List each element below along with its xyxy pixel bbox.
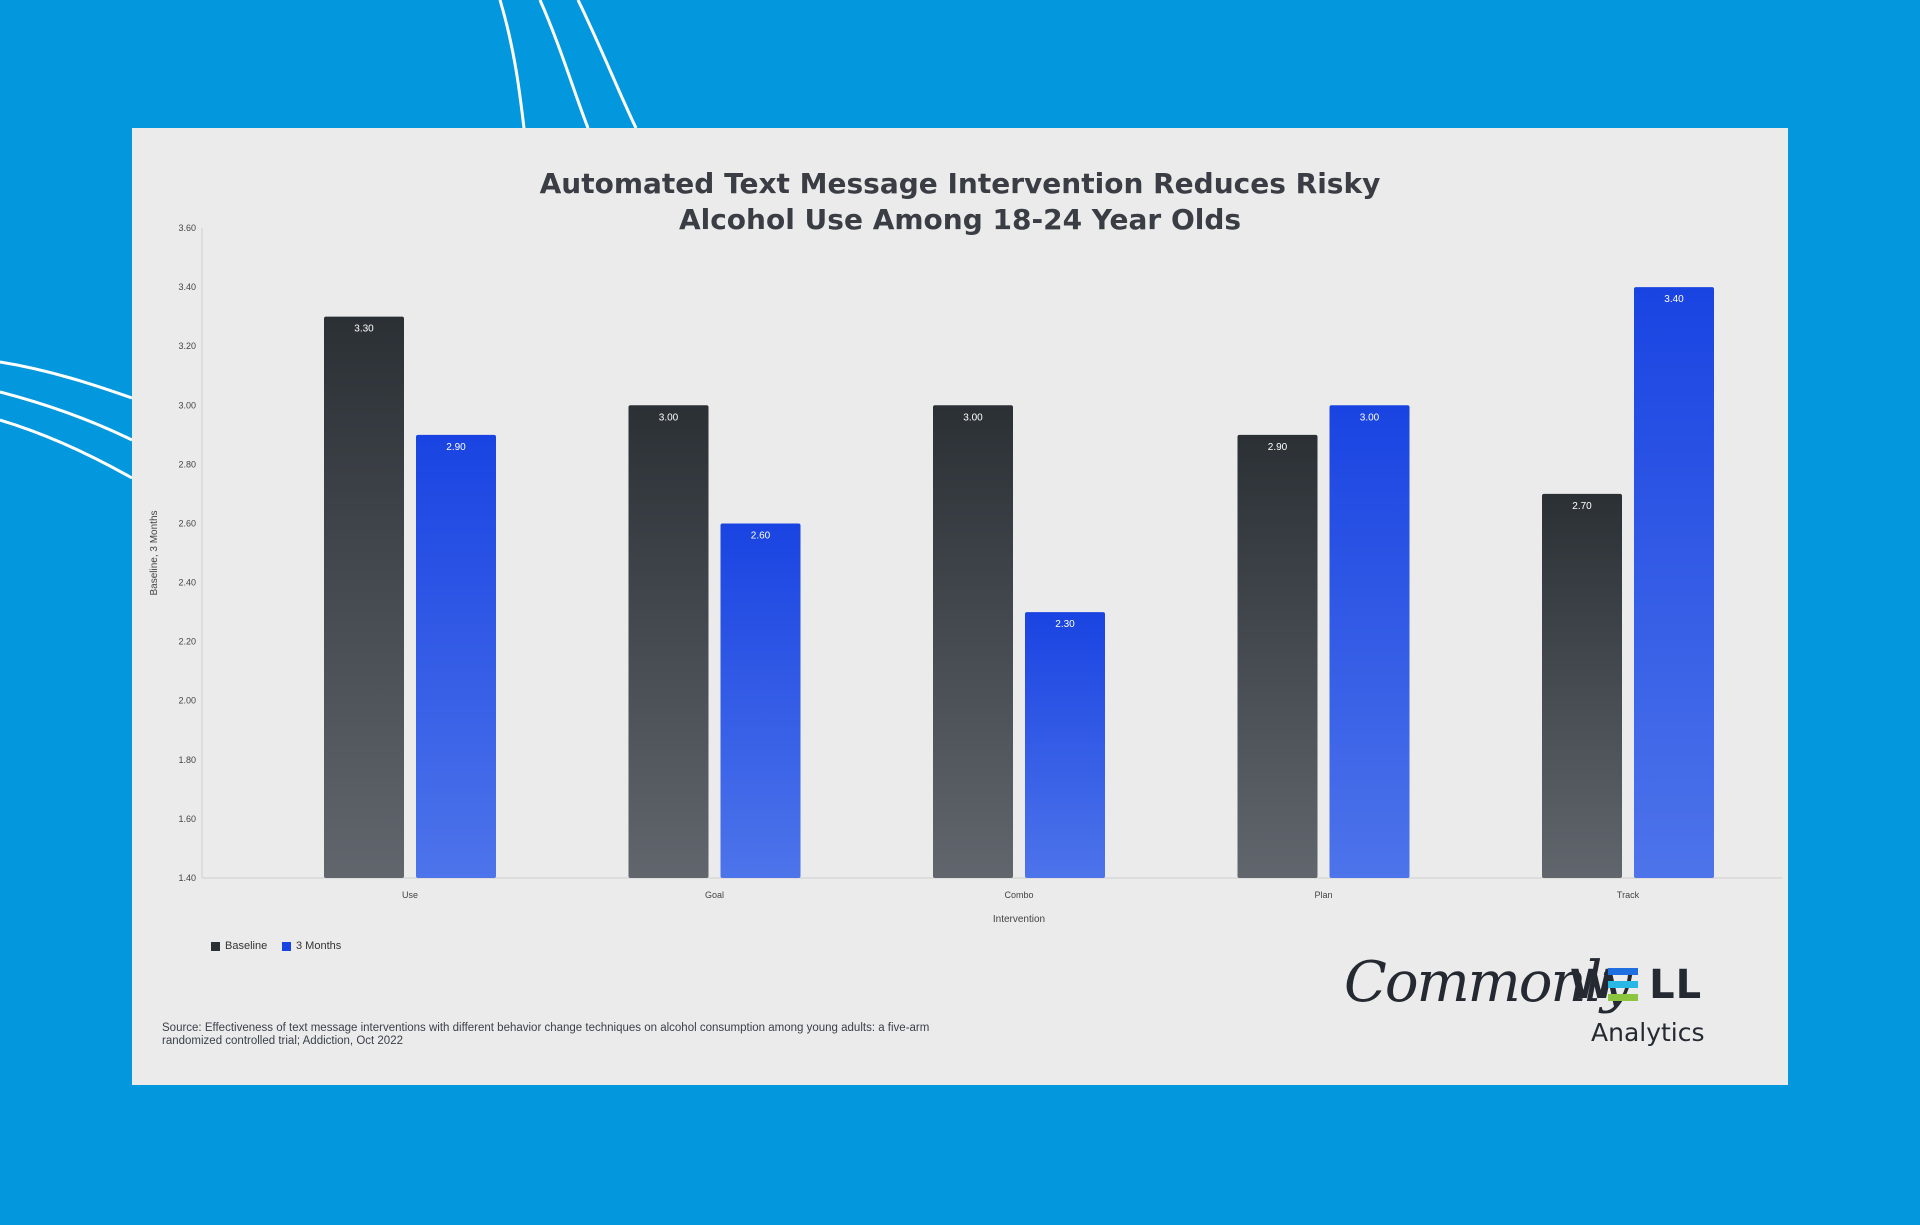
bar-baseline	[1542, 493, 1622, 878]
legend-label-baseline: Baseline	[225, 940, 268, 952]
y-tick-label: 3.20	[178, 341, 196, 351]
bar-data-label: 3.40	[1664, 294, 1684, 305]
logo-e-bar-top	[1608, 968, 1638, 975]
y-tick-label: 2.40	[178, 578, 196, 588]
bar-data-label: 2.60	[751, 530, 771, 541]
logo-analytics-text: Analytics	[1591, 1018, 1705, 1047]
x-tick-label: Goal	[705, 890, 724, 900]
bar-data-label: 3.00	[1360, 412, 1380, 423]
commonlywell-logo: Commonly W LL Analytics	[1344, 948, 1784, 1068]
bar-data-label: 2.30	[1055, 619, 1075, 630]
y-axis-title: Baseline, 3 Months	[149, 510, 160, 595]
bar-data-label: 2.90	[1268, 442, 1288, 453]
y-tick-label: 1.60	[178, 814, 196, 824]
logo-e-bar-bottom	[1608, 994, 1638, 1001]
bar-data-label: 2.70	[1572, 501, 1592, 512]
y-tick-label: 1.40	[178, 873, 196, 883]
y-tick-label: 2.60	[178, 518, 196, 528]
chart-card: 1.40 1.60 1.80 2.00 2.20 2.40 2.60 2.80 3.00 3.20…	[132, 128, 1788, 1085]
y-tick-label: 2.80	[178, 459, 196, 469]
bar-data-label: 3.00	[659, 412, 679, 423]
x-tick-label: Plan	[1314, 890, 1332, 900]
source-note: Source: Effectiveness of text message in…	[162, 1022, 930, 1047]
legend-item-3-months: 3 Months	[282, 940, 341, 952]
bar-baseline	[324, 316, 404, 878]
chart-title-line-2: Alcohol Use Among 18-24 Year Olds	[678, 203, 1242, 236]
legend-label-3-months: 3 Months	[296, 940, 342, 952]
legend-swatch-3-months	[282, 941, 291, 951]
bar-3-months	[1025, 612, 1105, 878]
y-tick-label: 3.00	[178, 400, 196, 410]
bar-data-label: 3.00	[963, 412, 983, 423]
legend-swatch-baseline	[211, 941, 220, 951]
bar-baseline	[628, 405, 709, 878]
chart-title: Automated Text Message Intervention Redu…	[132, 166, 1788, 238]
logo-script-text: Commonly	[1344, 950, 1632, 1015]
bar-3-months	[720, 523, 801, 878]
logo-well-text: W LL	[1570, 962, 1703, 1008]
bar-data-label: 2.90	[446, 442, 466, 453]
x-tick-label: Track	[1617, 890, 1640, 900]
bar-data-label: 3.30	[354, 324, 374, 335]
x-axis-title: Intervention	[993, 914, 1045, 925]
logo-e-bar-middle	[1608, 981, 1638, 988]
bar-3-months	[416, 434, 496, 878]
chart-title-line-1: Automated Text Message Intervention Redu…	[539, 167, 1381, 200]
y-tick-label: 3.40	[178, 282, 196, 292]
x-tick-label: Combo	[1004, 890, 1033, 900]
x-tick-label: Use	[402, 890, 418, 900]
bar-3-months	[1329, 405, 1410, 878]
bar-3-months	[1634, 287, 1714, 878]
legend-item-baseline: Baseline	[211, 940, 267, 952]
y-tick-label: 3.60	[178, 223, 196, 233]
bar-baseline	[933, 405, 1013, 878]
y-tick-label: 2.00	[178, 696, 196, 706]
bar-baseline	[1237, 434, 1318, 878]
logo-e-bars	[1608, 968, 1638, 1002]
y-tick-label: 2.20	[178, 637, 196, 647]
y-tick-label: 1.80	[178, 755, 196, 765]
bar-chart: 1.40 1.60 1.80 2.00 2.20 2.40 2.60 2.80 3.00 3.20…	[149, 223, 1782, 925]
